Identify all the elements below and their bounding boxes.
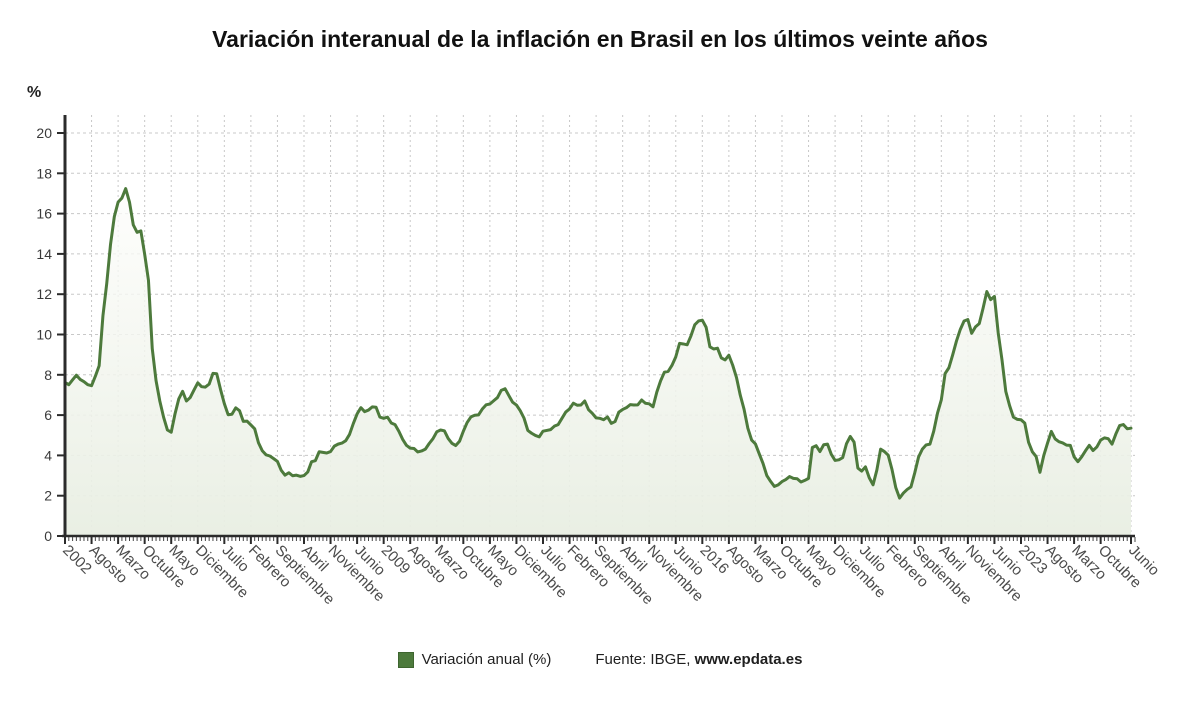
source-prefix: Fuente: IBGE, [595, 651, 695, 668]
x-axis: 2002AgostoMarzoOctubreMayoDiciembreJulio… [59, 537, 1163, 608]
source-link[interactable]: www.epdata.es [694, 651, 803, 668]
y-tick-label: 0 [44, 528, 52, 544]
legend-label: Variación anual (%) [421, 651, 552, 668]
y-tick-label: 10 [36, 327, 52, 343]
chart-svg[interactable]: 0 2 4 6 8 10 12 14 16 18 20 2002AgostoMarzoOctubreM… [0, 85, 1200, 645]
chart-title: Variación interanual de la inflación en … [212, 26, 988, 52]
y-axis: 0 2 4 6 8 10 12 14 16 18 20 [36, 125, 65, 544]
y-tick-label: 16 [36, 206, 52, 222]
inflation-line [63, 187, 1133, 500]
legend-row: Variación anual (%) Fuente: IBGE, www.ep… [0, 650, 1200, 670]
legend-swatch-icon [397, 652, 414, 668]
y-tick-label: 18 [36, 165, 52, 181]
y-tick-label: 14 [36, 246, 52, 262]
x-tick-label: 2002 [59, 542, 95, 578]
y-tick-label: 4 [44, 447, 52, 463]
y-tick-label: 12 [36, 286, 52, 302]
y-axis-unit-label: % [27, 84, 42, 101]
area-fill [65, 188, 1131, 537]
y-tick-label: 6 [44, 407, 52, 423]
source-text: Fuente: IBGE, www.epdata.es [595, 650, 802, 670]
y-tick-label: 20 [36, 125, 52, 141]
y-tick-label: 2 [44, 488, 52, 504]
y-tick-label: 8 [44, 367, 52, 383]
